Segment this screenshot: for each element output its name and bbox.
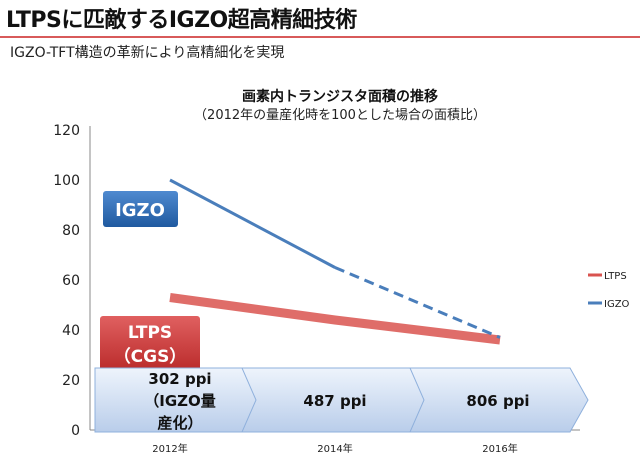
x-axis-ticks: 2012年 2014年 2016年 — [152, 442, 517, 455]
callouts: IGZO LTPS （CGS） — [100, 191, 200, 374]
title-divider — [0, 36, 640, 38]
x-tick-label: 2016年 — [482, 442, 517, 455]
legend-label: IGZO — [604, 299, 630, 310]
ppi-label: 487 ppi — [303, 392, 366, 410]
ltps-series-line — [169, 293, 501, 345]
legend: LTPS IGZO — [588, 271, 630, 310]
chart-title: 画素内トランジスタ面積の推移 — [242, 88, 438, 105]
ppi-label: （IGZO量 — [144, 392, 216, 410]
y-tick-label: 20 — [62, 373, 80, 389]
x-tick-label: 2012年 — [152, 442, 187, 455]
ltps-callout-label: （CGS） — [114, 346, 187, 367]
chart-subtitle: （2012年の量産化時を100とした場合の面積比） — [194, 107, 486, 123]
ppi-label: 産化） — [157, 414, 202, 432]
ppi-label: 302 ppi — [148, 370, 211, 388]
igzo-series-dashed-line — [334, 266, 501, 339]
x-tick-label: 2014年 — [317, 442, 352, 455]
ltps-callout-box — [100, 316, 200, 374]
y-tick-label: 120 — [53, 123, 80, 139]
ppi-label: 806 ppi — [466, 392, 529, 410]
igzo-series-line — [169, 178, 336, 269]
y-tick-label: 40 — [62, 323, 80, 339]
slide-subtitle: IGZO-TFT構造の革新により高精細化を実現 — [10, 45, 285, 61]
y-tick-label: 80 — [62, 223, 80, 239]
y-tick-label: 60 — [62, 273, 80, 289]
series-layer — [169, 178, 501, 345]
slide-title: LTPSに匹敵するIGZO超高精細技術 — [6, 8, 357, 33]
igzo-callout-label: IGZO — [115, 200, 165, 221]
ltps-callout-label: LTPS — [128, 323, 172, 343]
y-axis-ticks: 0 20 40 60 80 100 120 — [53, 123, 80, 439]
y-tick-label: 0 — [71, 423, 80, 439]
y-tick-label: 100 — [53, 173, 80, 189]
igzo-callout-box — [103, 191, 178, 227]
ppi-arrow-shape — [409, 367, 589, 433]
legend-label: LTPS — [604, 271, 627, 282]
